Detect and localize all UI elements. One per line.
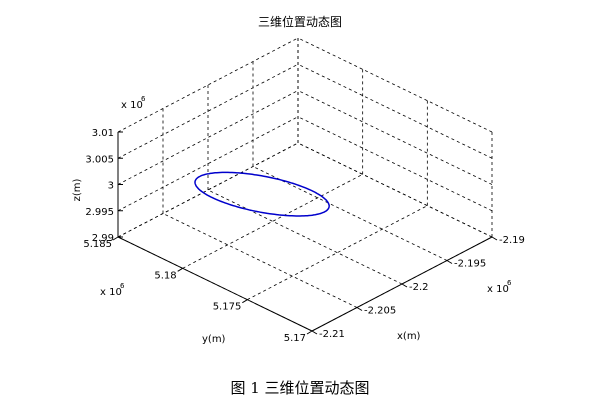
grid-line-z-backwall [117,90,299,185]
z-axis-label: z(m) [72,179,83,202]
svg-text:6: 6 [120,282,125,290]
x-exponent-label: x 10 6 [487,279,512,295]
figure-caption: 图 1 三维位置动态图 [230,379,369,397]
x-tick-label: -2.205 [364,306,396,317]
y-exponent-label: x 10 6 [100,282,125,298]
grid-line-z-sidewall [297,37,493,133]
svg-text:6: 6 [141,95,146,103]
z-tick-label: 2.995 [85,207,114,218]
x-tick-label: -2.21 [319,329,345,340]
svg-text:x 10: x 10 [121,100,143,111]
z-exponent-label: x 10 6 [121,95,146,111]
x-tick-label: -2.2 [409,282,429,293]
x-tick-label: -2.195 [454,259,486,270]
y-tick-label: 5.18 [154,270,176,281]
z-tick-label: 3.01 [92,128,114,139]
trajectory-line [194,171,330,217]
y-tick-mark [306,330,313,335]
grid-line-z-backwall [117,63,299,159]
y-tick-label: 5.175 [213,302,242,313]
trajectory-series [194,171,330,217]
x-tick-label: -2.19 [499,235,525,246]
x-tick-mark [491,236,498,241]
x-tick-mark [446,260,453,264]
grid-line-z-sidewall [297,90,493,185]
y-tick-label: 5.185 [83,239,112,250]
grid-line-y-floor [247,205,428,301]
grid-line-z-backwall [117,37,299,133]
y-tick-label: 5.17 [284,333,306,344]
x-tick-mark [311,330,318,335]
y-tick-mark [242,299,248,304]
axes-box: -2.21-2.205-2.2-2.195-2.195.175.1755.185… [83,37,525,344]
svg-text:x 10: x 10 [100,287,122,298]
svg-text:6: 6 [507,279,512,287]
grid-line-z-sidewall [297,63,493,159]
tick-marks [112,131,498,335]
y-axis-label: y(m) [202,334,226,345]
z-tick-label: 3.005 [85,154,114,165]
z-tick-label: 3 [108,181,114,192]
svg-text:x 10: x 10 [487,284,509,295]
x-tick-mark [356,307,363,311]
grid-line-z-sidewall [297,116,493,212]
chart-title: 三维位置动态图 [258,14,342,29]
tick-labels: -2.21-2.205-2.2-2.195-2.195.175.1755.185… [83,128,525,344]
grid-line-z-backwall [117,142,299,238]
y-tick-mark [112,236,119,241]
y-axis-line [117,236,313,332]
grid-lines [117,37,493,332]
x-axis-label: x(m) [397,331,421,342]
y-tick-mark [177,267,183,272]
grid-line-z-sidewall [297,142,493,238]
x-tick-mark [401,283,408,288]
grid-line-y-floor [182,173,363,269]
grid-line-z-backwall [117,116,299,212]
z-tick-label: 2.99 [92,233,114,244]
